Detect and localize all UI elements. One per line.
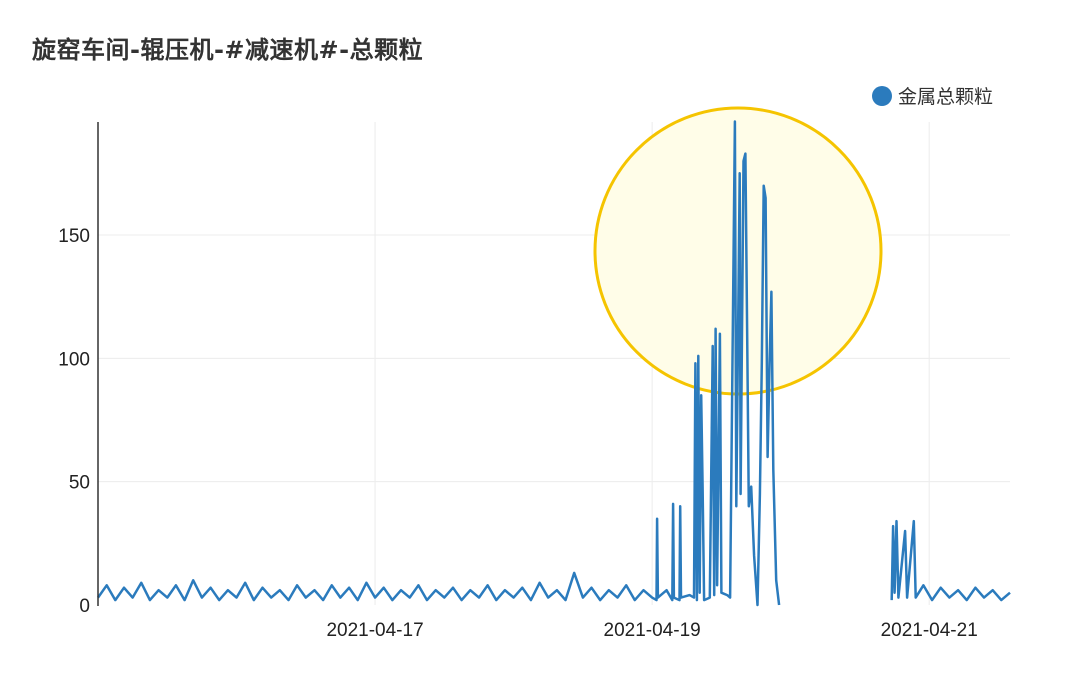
y-tick-label: 100 (58, 349, 90, 370)
legend[interactable]: 金属总颗粒 (872, 82, 993, 109)
series-line (890, 519, 1011, 602)
x-tick-label: 2021-04-17 (326, 620, 423, 641)
y-tick-label: 0 (79, 596, 90, 617)
legend-marker-icon (872, 85, 892, 106)
x-tick-label: 2021-04-21 (881, 620, 978, 641)
y-tick-label: 50 (69, 473, 90, 494)
legend-label: 金属总颗粒 (898, 86, 994, 108)
y-tick-label: 150 (58, 226, 90, 247)
x-tick-label: 2021-04-19 (604, 620, 701, 641)
series (96, 120, 1011, 607)
grid (98, 122, 1010, 605)
chart-title: 旋窑车间-辊压机-#减速机#-总颗粒 (32, 36, 424, 64)
series-line (96, 120, 781, 607)
